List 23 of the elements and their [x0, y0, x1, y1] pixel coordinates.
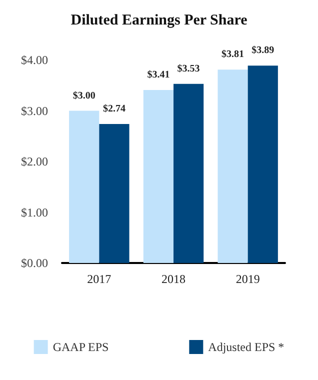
- x-tick-label: 2018: [162, 272, 186, 286]
- x-tick-label: 2017: [87, 272, 112, 286]
- data-label: $3.53: [177, 63, 200, 74]
- x-tick-label: 2019: [236, 272, 260, 286]
- bar: [69, 110, 100, 263]
- y-tick-label: $0.00: [21, 256, 48, 270]
- y-tick-label: $1.00: [21, 205, 48, 220]
- legend-label: GAAP EPS: [52, 340, 109, 354]
- data-label: $2.74: [102, 103, 126, 114]
- data-label: $3.00: [72, 90, 96, 102]
- data-label: $3.89: [252, 45, 274, 56]
- bar: [174, 84, 204, 263]
- y-tick-label: $3.00: [21, 104, 48, 118]
- data-label: $3.41: [147, 69, 170, 80]
- bar: [248, 66, 278, 263]
- y-tick-label: $2.00: [21, 154, 48, 168]
- bar: [99, 124, 130, 263]
- bar: [143, 90, 174, 263]
- y-tick-label: $4.00: [21, 53, 48, 67]
- chart-title: Diluted Earnings Per Share: [70, 12, 248, 28]
- bar: [218, 70, 248, 263]
- legend-label: Adjusted EPS *: [208, 340, 284, 354]
- data-label: $3.81: [222, 49, 244, 60]
